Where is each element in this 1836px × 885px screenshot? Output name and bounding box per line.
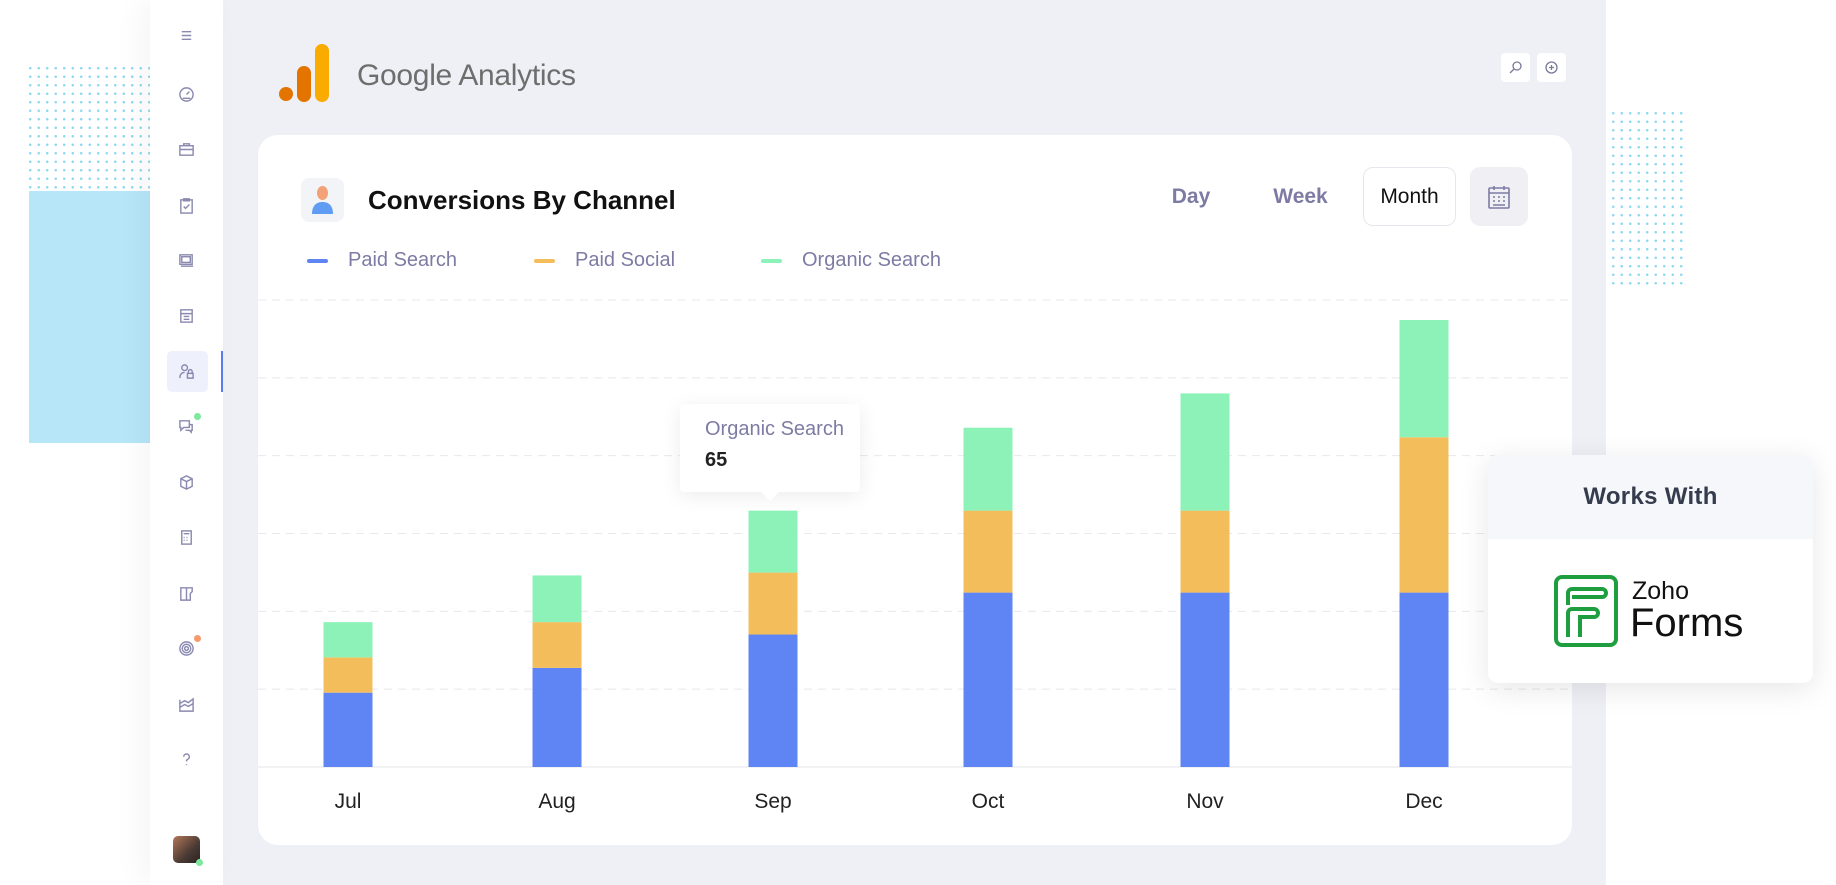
x-tick-label: Aug (538, 790, 575, 813)
user-lock-icon (179, 363, 194, 379)
bar-paid-social-oct[interactable] (963, 510, 1013, 593)
legend-label: Paid Social (575, 249, 676, 271)
legend-label: Organic Search (802, 249, 941, 271)
legend-item[interactable]: Paid Search (307, 249, 457, 272)
sidebar-item-help[interactable] (176, 748, 198, 770)
notification-dot (193, 413, 201, 420)
bar-organic-search-jul[interactable] (323, 622, 373, 658)
sidebar-active-indicator (221, 351, 223, 392)
tooltip-value: 65 (705, 449, 728, 471)
legend-label: Paid Search (348, 249, 457, 271)
user-avatar[interactable] (173, 836, 203, 866)
bar-organic-search-dec[interactable] (1399, 320, 1449, 438)
sidebar-item-chat[interactable] (176, 413, 201, 437)
works-with-card: Works With Zoho Forms (1488, 455, 1813, 683)
dashboard-gauge-icon (179, 86, 194, 102)
sidebar (150, 0, 223, 885)
bar-organic-search-sep[interactable] (748, 510, 798, 573)
calendar-icon (1488, 185, 1510, 209)
period-day-tab[interactable]: Day (1171, 184, 1211, 208)
sidebar-item-calculator[interactable] (176, 526, 198, 548)
help-icon (182, 752, 190, 765)
search-icon (1509, 61, 1522, 74)
sidebar-active-highlight (167, 351, 208, 392)
sidebar-item-menu[interactable] (176, 24, 198, 46)
decorative-block (29, 191, 150, 443)
cube-icon (180, 474, 193, 490)
sidebar-item-media[interactable] (176, 249, 198, 271)
period-month-tab[interactable]: Month (1363, 167, 1456, 226)
menu-icon (181, 30, 192, 40)
notification-dot (193, 635, 201, 642)
x-tick-label: Dec (1405, 790, 1442, 813)
zoho-forms-logo-icon (1554, 575, 1618, 647)
calendar-button[interactable] (1470, 167, 1528, 226)
bar-paid-social-aug[interactable] (532, 622, 582, 668)
sidebar-item-briefcase[interactable] (176, 138, 198, 160)
bar-paid-search-oct[interactable] (963, 592, 1013, 767)
bar-organic-search-nov[interactable] (1180, 393, 1230, 511)
sidebar-item-user-lock[interactable] (176, 360, 198, 382)
sidebar-item-calendar[interactable] (176, 304, 198, 326)
legend-swatch (534, 258, 555, 263)
conversions-card: Jul Aug Sep Oct Nov Dec Conversions By Channe… (258, 135, 1572, 845)
map-icon (180, 586, 193, 601)
sidebar-item-chart-area[interactable] (176, 693, 198, 715)
sidebar-item-cube[interactable] (176, 471, 198, 493)
radar-icon (179, 640, 194, 656)
bar-organic-search-oct[interactable] (963, 427, 1013, 511)
x-tick-label: Sep (754, 790, 791, 813)
bar-paid-social-dec[interactable] (1399, 437, 1449, 593)
bar-paid-social-jul[interactable] (323, 657, 373, 693)
bar-paid-search-nov[interactable] (1180, 592, 1230, 767)
bar-organic-search-aug[interactable] (532, 575, 582, 623)
bar-paid-social-nov[interactable] (1180, 510, 1230, 593)
clipboard-check-icon (180, 197, 193, 214)
legend-item[interactable]: Organic Search (761, 249, 941, 272)
bar-paid-search-sep[interactable] (748, 634, 798, 767)
legend-item[interactable]: Paid Social (534, 249, 675, 272)
legend-swatch (307, 258, 328, 263)
sidebar-item-clipboard-check[interactable] (176, 194, 198, 216)
sidebar-item-dashboard-gauge[interactable] (176, 83, 198, 105)
bar-paid-search-jul[interactable] (323, 692, 373, 767)
stacked-bar-chart: Jul Aug Sep Oct Nov Dec (258, 299, 1572, 813)
x-tick-label: Oct (972, 790, 1005, 813)
x-tick-label: Nov (1186, 790, 1224, 813)
google-analytics-logo (279, 44, 329, 102)
decorative-dots (1609, 109, 1687, 287)
chart-tooltip: Organic Search 65 (680, 404, 860, 501)
period-week-tab[interactable]: Week (1273, 184, 1328, 208)
user-avatar-icon (301, 178, 344, 222)
chart-area-icon (179, 696, 194, 712)
bar-paid-search-dec[interactable] (1399, 592, 1449, 767)
legend-swatch (761, 258, 782, 263)
app-title: Google Analytics (357, 59, 576, 92)
search-button[interactable] (1501, 53, 1530, 82)
brand-line2: Forms (1630, 601, 1744, 645)
online-status-dot (196, 859, 203, 866)
sidebar-item-radar[interactable] (176, 635, 201, 659)
bar-paid-search-aug[interactable] (532, 667, 582, 767)
chat-icon (179, 419, 193, 434)
sidebar-item-map[interactable] (176, 582, 198, 604)
brand-line1: Zoho (1632, 577, 1689, 605)
bar-paid-social-sep[interactable] (748, 572, 798, 635)
briefcase-icon (179, 142, 194, 156)
add-button[interactable] (1537, 53, 1566, 82)
card-title: Conversions By Channel (368, 185, 676, 215)
works-with-heading: Works With (1488, 455, 1813, 539)
media-icon (179, 253, 194, 267)
calendar-icon (180, 308, 193, 323)
x-tick-label: Jul (335, 790, 362, 813)
calculator-icon (181, 529, 192, 545)
plus-circle-icon (1545, 61, 1558, 74)
tooltip-series: Organic Search (705, 418, 844, 440)
